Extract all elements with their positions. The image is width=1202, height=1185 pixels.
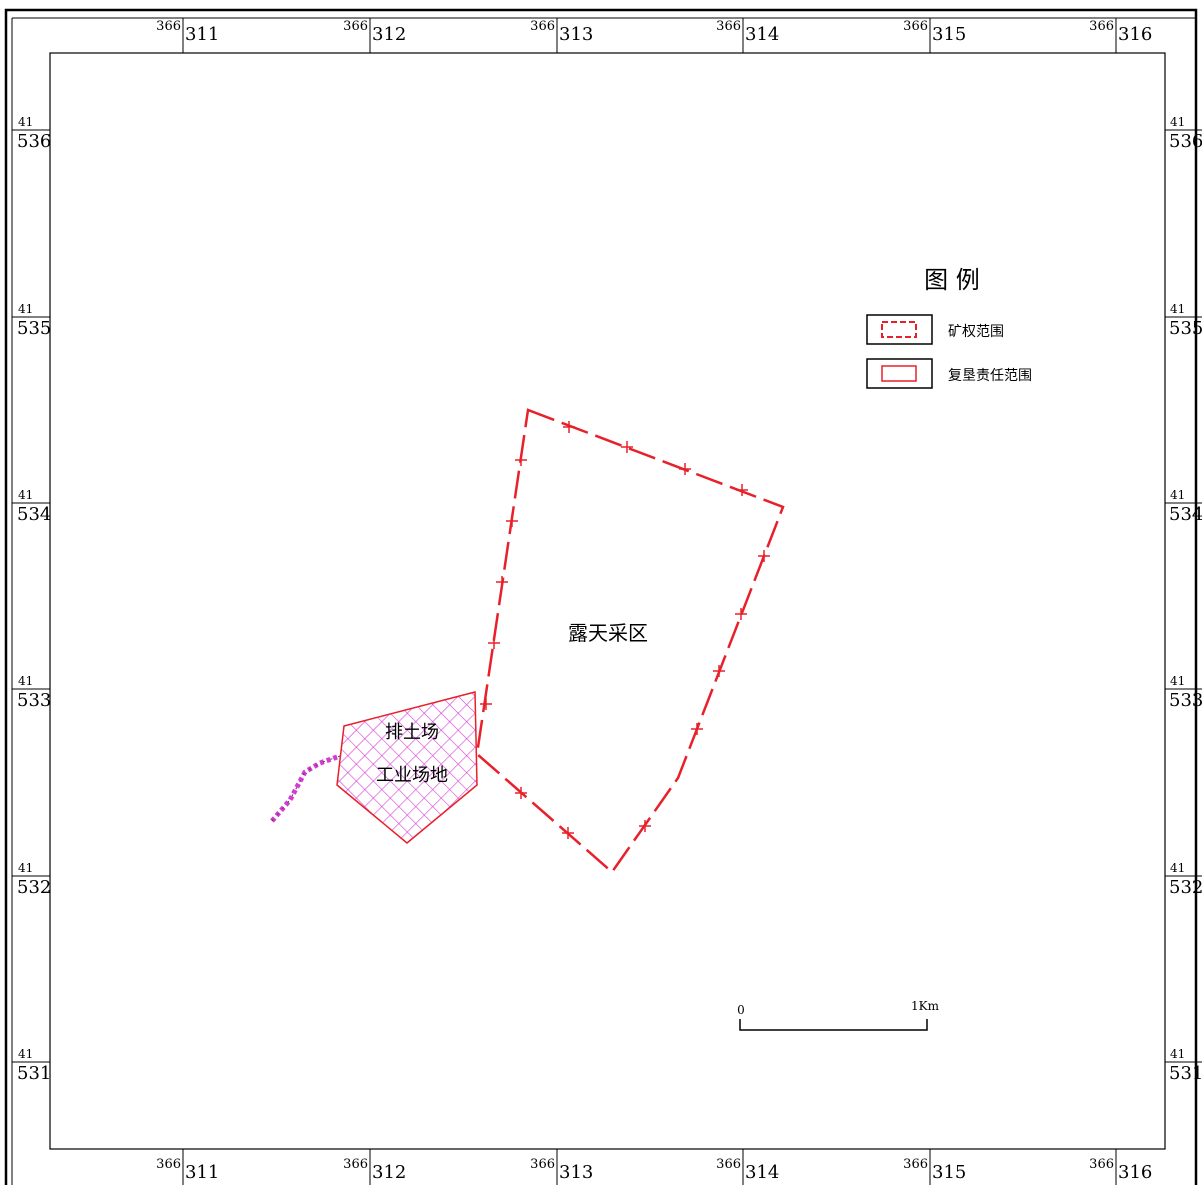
northing-label-left: 535 (17, 318, 51, 339)
easting-prefix-bottom: 366 (530, 1157, 555, 1172)
legend-swatch-dashed (881, 321, 917, 338)
boundary-cross-marker (621, 441, 633, 453)
northing-prefix-right: 41 (1170, 1047, 1185, 1061)
legend: 图 例 矿权范围 复垦责任范围 (866, 266, 1032, 389)
northing-label-right: 534 (1169, 504, 1202, 525)
easting-label-top: 311 (185, 24, 219, 45)
boundary-cross-marker (639, 820, 651, 832)
northing-label-right: 533 (1169, 690, 1202, 711)
northing-label-right: 536 (1169, 131, 1202, 152)
northing-prefix-left: 41 (18, 1047, 33, 1061)
northing-label-left: 533 (17, 690, 51, 711)
boundary-cross-marker (679, 463, 691, 475)
easting-label-bottom: 311 (185, 1162, 219, 1183)
easting-prefix-bottom: 366 (1089, 1157, 1114, 1172)
easting-prefix-top: 366 (156, 19, 181, 34)
boundary-cross-marker (488, 637, 500, 649)
legend-item-label-2: 复垦责任范围 (948, 367, 1032, 384)
northing-label-right: 532 (1169, 877, 1202, 898)
northing-prefix-left: 41 (18, 115, 33, 129)
easting-prefix-top: 366 (530, 19, 555, 34)
boundary-cross-marker (563, 421, 575, 433)
map-neatline (49, 52, 1166, 1150)
northing-prefix-right: 41 (1170, 115, 1185, 129)
easting-prefix-top: 366 (716, 19, 741, 34)
boundary-cross-marker (562, 827, 574, 839)
easting-prefix-top: 366 (343, 19, 368, 34)
easting-label-top: 316 (1118, 24, 1152, 45)
northing-label-left: 534 (17, 504, 51, 525)
northing-label-left: 536 (17, 131, 51, 152)
northing-label-right: 535 (1169, 318, 1202, 339)
easting-label-bottom: 316 (1118, 1162, 1152, 1183)
easting-label-top: 315 (932, 24, 966, 45)
easting-label-top: 312 (372, 24, 406, 45)
easting-label-bottom: 314 (745, 1162, 779, 1183)
scale-bar-end-label: 1Km (911, 999, 940, 1013)
easting-prefix-top: 366 (1089, 19, 1114, 34)
boundary-cross-marker (691, 723, 703, 735)
legend-swatch-solid (881, 365, 917, 382)
boundary-cross-marker (515, 454, 527, 466)
scale-bar: 0 1Km (737, 999, 940, 1031)
boundary-cross-marker (515, 787, 527, 799)
easting-label-bottom: 315 (932, 1162, 966, 1183)
northing-prefix-left: 41 (18, 674, 33, 688)
legend-title: 图 例 (924, 266, 980, 294)
industrial-site-label: 工业场地 (376, 765, 448, 786)
northing-prefix-right: 41 (1170, 488, 1185, 502)
legend-swatch-box-2 (866, 358, 933, 389)
boundary-cross-marker (713, 665, 725, 677)
northing-prefix-left: 41 (18, 861, 33, 875)
legend-item-label-1: 矿权范围 (948, 323, 1004, 340)
grid-ticks: 366 311 366 311 366 312 366 312 366 313 366 313 366 3… (12, 18, 1202, 1185)
easting-prefix-top: 366 (903, 19, 928, 34)
open-pit-label: 露天采区 (568, 621, 648, 645)
easting-prefix-bottom: 366 (903, 1157, 928, 1172)
easting-prefix-bottom: 366 (343, 1157, 368, 1172)
northing-prefix-right: 41 (1170, 302, 1185, 316)
northing-prefix-left: 41 (18, 488, 33, 502)
northing-prefix-right: 41 (1170, 861, 1185, 875)
boundary-markers (480, 421, 770, 839)
legend-swatch-box-1 (866, 314, 933, 345)
boundary-cross-marker (496, 576, 508, 588)
northing-label-left: 532 (17, 877, 51, 898)
easting-label-bottom: 312 (372, 1162, 406, 1183)
scale-bar-start-label: 0 (737, 1003, 745, 1017)
boundary-cross-marker (736, 484, 748, 496)
boundary-cross-marker (758, 550, 770, 562)
northing-prefix-left: 41 (18, 302, 33, 316)
boundary-cross-marker (735, 608, 747, 620)
easting-label-bottom: 313 (559, 1162, 593, 1183)
northing-prefix-right: 41 (1170, 674, 1185, 688)
boundary-cross-marker (480, 698, 492, 710)
easting-label-top: 313 (559, 24, 593, 45)
northing-label-right: 531 (1169, 1063, 1202, 1084)
northing-label-left: 531 (17, 1063, 51, 1084)
outer-frame (4, 8, 1198, 1185)
waste-dump-polygon (336, 691, 478, 844)
easting-label-top: 314 (745, 24, 779, 45)
haul-road-line (270, 753, 341, 823)
easting-prefix-bottom: 366 (156, 1157, 181, 1172)
easting-prefix-bottom: 366 (716, 1157, 741, 1172)
scale-bar-line (739, 1019, 928, 1031)
boundary-cross-marker (506, 515, 518, 527)
waste-dump-label: 排土场 (385, 722, 439, 743)
